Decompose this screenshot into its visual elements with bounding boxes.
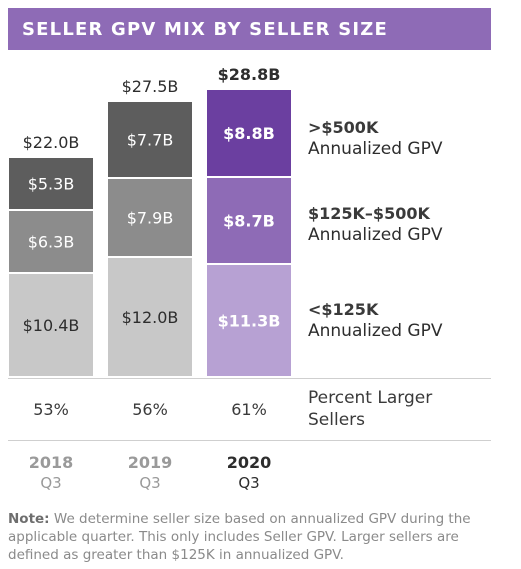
legend-large-label: >$500K (308, 118, 379, 137)
bar-segment-large-2020 (207, 90, 291, 176)
segment-value-label: $12.0B (122, 308, 179, 327)
bar-segment-small-2020 (207, 265, 291, 376)
bar-segment-mid-2020 (207, 178, 291, 263)
legend-item-mid: $125K–$500K Annualized GPV (308, 203, 442, 246)
bar-total-label: $28.8B (218, 65, 281, 84)
bar-segment-mid-2018 (9, 211, 93, 272)
segment-value-label: $10.4B (23, 316, 80, 335)
legend-small-label: <$125K (308, 300, 379, 319)
period-year: 2018 (28, 453, 74, 472)
chart-title: SELLER GPV MIX BY SELLER SIZE (22, 18, 389, 40)
legend-item-large: >$500K Annualized GPV (308, 117, 442, 160)
period-2018: 2018 Q3 (9, 453, 93, 493)
footnote-text: We determine seller size based on annual… (8, 511, 471, 563)
segment-value-label: $11.3B (218, 312, 281, 331)
bar-total-label: $22.0B (23, 133, 80, 152)
legend-item-small: <$125K Annualized GPV (308, 299, 442, 342)
percent-value-2018: 53% (33, 400, 69, 419)
bar-segment-large-2019 (108, 102, 192, 177)
percent-row-label: Percent Larger Sellers (308, 388, 433, 430)
segment-value-label: $5.3B (28, 175, 75, 194)
period-2020: 2020 Q3 (207, 453, 291, 493)
bar-total-label: $27.5B (122, 77, 179, 96)
segment-value-label: $8.8B (223, 124, 275, 143)
period-quarter: Q3 (40, 474, 62, 492)
percent-value-2019: 56% (132, 400, 168, 419)
footnote-label: Note: (8, 511, 50, 527)
bar-segment-mid-2019 (108, 179, 192, 256)
period-quarter: Q3 (139, 474, 161, 492)
legend-large-sublabel: Annualized GPV (308, 139, 443, 159)
segment-value-label: $6.3B (28, 233, 75, 252)
period-2019: 2019 Q3 (108, 453, 192, 493)
divider-bottom (8, 440, 491, 441)
legend-small-sublabel: Annualized GPV (308, 321, 443, 341)
bar-segment-large-2018 (9, 158, 93, 209)
legend-mid-label: $125K–$500K (308, 204, 430, 223)
stacked-bar-chart: $10.4B $6.3B $5.3B $22.0B $12.0B $7.9B $7.7B $2… (9, 65, 291, 376)
period-year: 2020 (226, 453, 272, 472)
period-year: 2019 (127, 453, 173, 472)
bar-segment-small-2018 (9, 274, 93, 376)
bar-segment-small-2019 (108, 258, 192, 376)
footnote: Note: We determine seller size based on … (8, 510, 503, 564)
chart-header: SELLER GPV MIX BY SELLER SIZE (8, 8, 491, 50)
legend-mid-sublabel: Annualized GPV (308, 225, 443, 245)
segment-value-label: $8.7B (223, 212, 275, 231)
segment-value-label: $7.9B (127, 209, 174, 228)
percent-value-2020: 61% (231, 400, 267, 419)
divider-top (8, 378, 491, 379)
period-quarter: Q3 (238, 474, 260, 492)
segment-value-label: $7.7B (127, 131, 174, 150)
